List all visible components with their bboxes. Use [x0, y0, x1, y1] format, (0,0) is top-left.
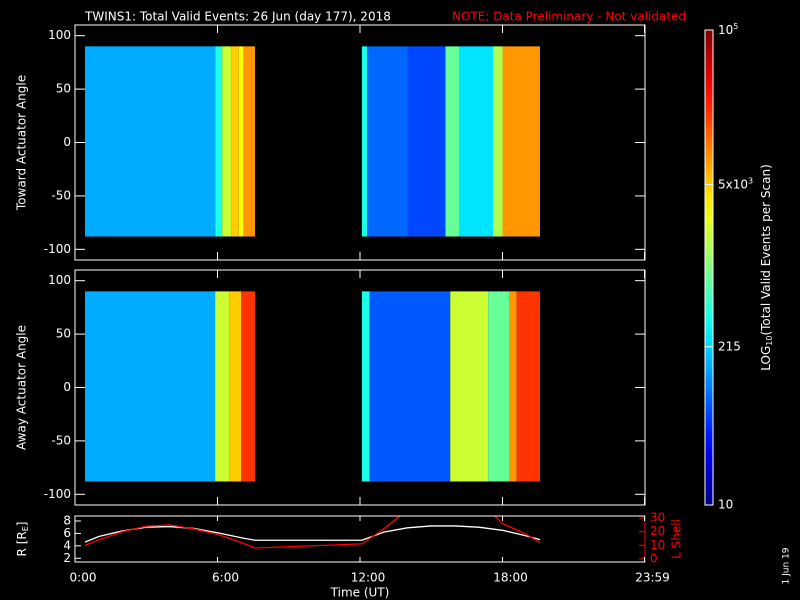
heat-cell — [502, 46, 541, 237]
heat-cell — [215, 46, 223, 237]
colorbar-label-sub: 10 — [765, 336, 774, 346]
heat-cell — [241, 291, 256, 482]
heat-cell — [238, 46, 244, 237]
y-axis-label-sub: E — [21, 526, 30, 531]
x-tick-label: 0:00 — [70, 571, 97, 585]
y-tick-label: -50 — [51, 433, 71, 447]
y-tick-label: 50 — [56, 327, 71, 341]
heat-cell — [231, 46, 239, 237]
heat-cell — [407, 46, 446, 237]
x-tick-label: 6:00 — [212, 571, 239, 585]
colorbar-tick-base: 10 — [718, 23, 733, 37]
x-tick-label: 12:00 — [351, 571, 386, 585]
heat-cell — [215, 291, 230, 482]
y-axis-label: Away Actuator Angle — [15, 325, 29, 450]
y-tick-label: 0 — [63, 135, 71, 149]
y-tick-label: 100 — [48, 273, 71, 287]
y-tick-label: 8 — [63, 513, 71, 527]
heat-cell — [516, 291, 541, 482]
colorbar-label: LOG10(Total Valid Events per Scan) — [759, 164, 774, 371]
heat-cell — [367, 46, 408, 237]
y-tick-label: 4 — [63, 538, 71, 552]
line-layer — [84, 516, 541, 549]
y2-axis-label: L Shell — [670, 519, 684, 559]
y-axis-label: Toward Actuator Angle — [15, 75, 29, 211]
y-axis-label-main: R [R — [15, 531, 29, 556]
heat-cell — [459, 46, 493, 237]
x-axis-label: Time (UT) — [330, 586, 390, 600]
heat-cell — [361, 291, 370, 482]
heat-cell — [488, 291, 510, 482]
heat-cell — [243, 46, 256, 237]
y-tick-label: 50 — [56, 82, 71, 96]
x-tick-label: 23:59 — [635, 571, 670, 585]
heat-cell — [493, 46, 503, 237]
colorbar — [704, 29, 714, 506]
colorbar-tick-sup: 5 — [733, 22, 738, 31]
y2-tick-label: 0 — [650, 551, 658, 565]
side-label: 1 Jun 19 — [782, 547, 792, 584]
colorbar-label-end: (Total Valid Events per Scan) — [759, 164, 773, 335]
colorbar-tick-label: 10 — [718, 498, 733, 512]
chart-title: TWINS1: Total Valid Events: 26 Jun (day … — [84, 10, 391, 24]
y-tick-label: 0 — [63, 380, 71, 394]
y-tick-label: 6 — [63, 526, 71, 540]
colorbar-tick-sup: 3 — [748, 176, 753, 185]
heat-cell — [369, 291, 451, 482]
y2-tick-label: 30 — [650, 511, 665, 525]
heat-cell — [361, 46, 368, 237]
series-line — [84, 525, 541, 543]
y2-tick-label: 10 — [650, 538, 665, 552]
note: NOTE: Data Preliminary - Not validated — [452, 10, 686, 24]
heat-cell — [84, 291, 216, 482]
heat-cell — [450, 291, 489, 482]
y2-tick-label: 20 — [650, 524, 665, 538]
heat-cell — [222, 46, 232, 237]
colorbar-tick-base: 5x10 — [718, 177, 748, 191]
heat-cell — [509, 291, 517, 482]
y-tick-label: -100 — [44, 487, 71, 501]
y-tick-label: 100 — [48, 28, 71, 42]
y-axis-label-end: ] — [15, 522, 29, 527]
plot-frame — [74, 515, 646, 563]
x-tick-label: 18:00 — [493, 571, 528, 585]
series-line — [84, 516, 541, 549]
colorbar-tick-label: 5x103 — [718, 176, 753, 191]
colorbar-tick-label: 105 — [718, 22, 738, 37]
y-axis-label: R [RE] — [15, 522, 30, 557]
heat-cell — [229, 291, 242, 482]
heat-cell — [84, 46, 216, 237]
colorbar-tick-label: 215 — [718, 339, 741, 353]
colorbar-label-main: LOG — [759, 346, 773, 371]
y-tick-label: 2 — [63, 551, 71, 565]
y-tick-label: -100 — [44, 242, 71, 256]
heat-cell — [445, 46, 460, 237]
y-tick-label: -50 — [51, 188, 71, 202]
